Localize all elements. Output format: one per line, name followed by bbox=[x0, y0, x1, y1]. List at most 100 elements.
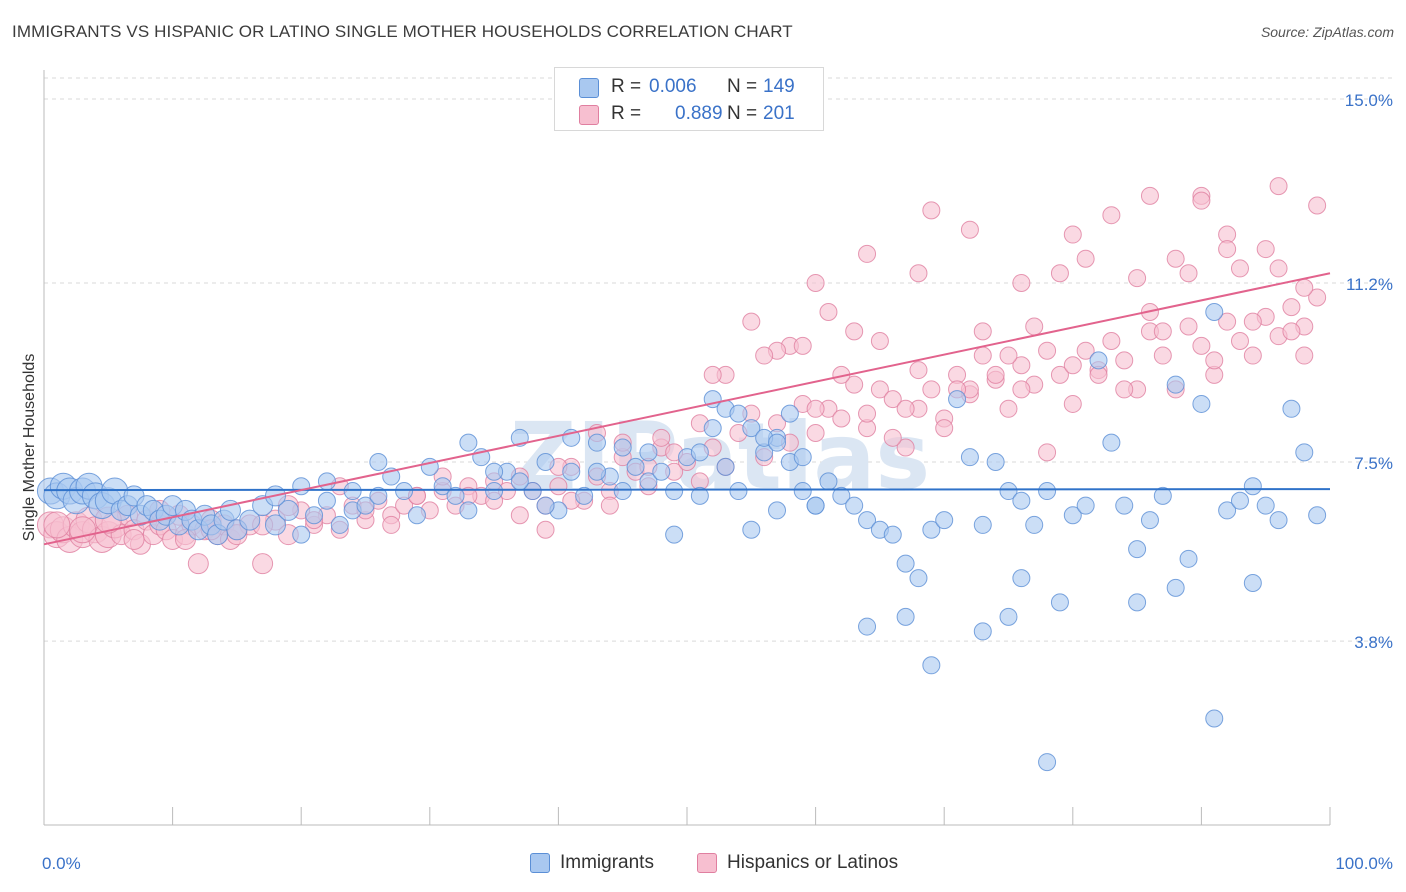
hispanics-point bbox=[1192, 191, 1211, 210]
immigrants-point bbox=[652, 462, 671, 481]
hispanics-point bbox=[1012, 380, 1031, 399]
immigrants-point bbox=[922, 656, 941, 675]
hispanics-point bbox=[1063, 394, 1082, 413]
hispanics-point bbox=[1153, 322, 1172, 341]
hispanics-point bbox=[1038, 443, 1057, 462]
immigrants-point bbox=[369, 453, 388, 472]
immigrants-point bbox=[1308, 506, 1327, 525]
immigrants-point bbox=[858, 617, 877, 636]
hispanics-point bbox=[1012, 356, 1031, 375]
immigrants-point bbox=[665, 525, 684, 544]
hispanics-trend-line bbox=[43, 272, 1331, 546]
legend-r-label: R = bbox=[611, 103, 642, 124]
hispanics-point bbox=[123, 528, 145, 550]
hispanics-point bbox=[896, 399, 915, 418]
legend-n-label: N = bbox=[727, 76, 758, 97]
hispanics-point bbox=[1243, 346, 1262, 365]
hispanics-point bbox=[1050, 264, 1069, 283]
immigrants-point bbox=[1218, 501, 1237, 520]
hispanics-point bbox=[922, 201, 941, 220]
hispanics-point bbox=[1256, 240, 1275, 259]
hispanics-point bbox=[909, 264, 928, 283]
immigrants-point bbox=[999, 482, 1018, 501]
hispanics-point bbox=[1230, 259, 1249, 278]
immigrants-point bbox=[665, 482, 684, 501]
immigrants-point bbox=[395, 482, 414, 501]
legend-n-value: 201 bbox=[763, 103, 795, 124]
immigrants-point bbox=[356, 496, 375, 515]
immigrants-point bbox=[729, 404, 748, 423]
immigrants-point bbox=[716, 457, 735, 476]
immigrants-point bbox=[1025, 515, 1044, 534]
immigrants-point bbox=[523, 482, 542, 501]
hispanics-point bbox=[832, 409, 851, 428]
correlation-legend: R = 0.006 N = 149 R = 0.889 N = 201 bbox=[554, 67, 824, 131]
immigrants-point bbox=[369, 486, 388, 505]
immigrants-point bbox=[239, 509, 261, 531]
hispanics-point bbox=[1153, 346, 1172, 365]
hispanics-point bbox=[870, 380, 889, 399]
immigrants-point bbox=[948, 390, 967, 409]
hispanics-point bbox=[1050, 365, 1069, 384]
hispanics-point bbox=[870, 332, 889, 351]
legend-n-value: 149 bbox=[763, 76, 795, 97]
immigrants-point bbox=[1243, 574, 1262, 593]
hispanics-point bbox=[883, 390, 902, 409]
immigrants-point bbox=[960, 448, 979, 467]
legend-swatch-immigrants bbox=[579, 78, 599, 98]
immigrants-point bbox=[935, 511, 954, 530]
hispanics-point bbox=[935, 419, 954, 438]
x-tick-label: 0.0% bbox=[42, 854, 81, 873]
immigrants-point bbox=[330, 515, 349, 534]
hispanics-point bbox=[819, 302, 838, 321]
hispanics-point bbox=[806, 399, 825, 418]
immigrants-point bbox=[793, 482, 812, 501]
immigrants-point bbox=[1050, 593, 1069, 612]
immigrants-point bbox=[1205, 709, 1224, 728]
immigrants-point bbox=[909, 569, 928, 588]
immigrants-point bbox=[1102, 433, 1121, 452]
immigrants-point bbox=[768, 433, 787, 452]
y-axis-label: Single Mother Households bbox=[21, 354, 38, 542]
immigrants-point bbox=[845, 496, 864, 515]
immigrants-point bbox=[459, 433, 478, 452]
hispanics-point bbox=[1012, 273, 1031, 292]
hispanics-point bbox=[382, 515, 401, 534]
immigrants-point bbox=[459, 501, 478, 520]
x-tick-label: 100.0% bbox=[1335, 854, 1393, 873]
y-tick-label: 11.2% bbox=[1346, 275, 1393, 294]
immigrants-point bbox=[1166, 375, 1185, 394]
hispanics-point bbox=[187, 553, 209, 575]
immigrants-point bbox=[1256, 496, 1275, 515]
immigrants-point bbox=[780, 404, 799, 423]
immigrants-point bbox=[1115, 496, 1134, 515]
hispanics-point bbox=[973, 346, 992, 365]
hispanics-point bbox=[1218, 312, 1237, 331]
immigrants-point bbox=[562, 462, 581, 481]
hispanics-point bbox=[858, 404, 877, 423]
immigrants-point bbox=[1063, 506, 1082, 525]
immigrants-point bbox=[1282, 399, 1301, 418]
hispanics-point bbox=[845, 322, 864, 341]
immigrants-point bbox=[485, 482, 504, 501]
immigrants-point bbox=[1012, 569, 1031, 588]
hispanics-point bbox=[1282, 298, 1301, 317]
chart-title: IMMIGRANTS VS HISPANIC OR LATINO SINGLE … bbox=[12, 22, 793, 41]
immigrants-point bbox=[1140, 511, 1159, 530]
hispanics-point bbox=[1063, 356, 1082, 375]
hispanics-point bbox=[1166, 249, 1185, 268]
y-tick-label: 15.0% bbox=[1345, 91, 1393, 110]
hispanics-point bbox=[69, 516, 97, 544]
hispanics-point bbox=[845, 375, 864, 394]
hispanics-point bbox=[883, 428, 902, 447]
immigrants-point bbox=[742, 520, 761, 539]
immigrants-point bbox=[858, 511, 877, 530]
immigrants-point bbox=[317, 472, 336, 491]
immigrants-point bbox=[690, 486, 709, 505]
immigrants-point bbox=[819, 472, 838, 491]
hispanics-point bbox=[1115, 380, 1134, 399]
immigrants-point bbox=[536, 453, 555, 472]
immigrants-point bbox=[317, 491, 336, 510]
hispanics-point bbox=[510, 506, 529, 525]
